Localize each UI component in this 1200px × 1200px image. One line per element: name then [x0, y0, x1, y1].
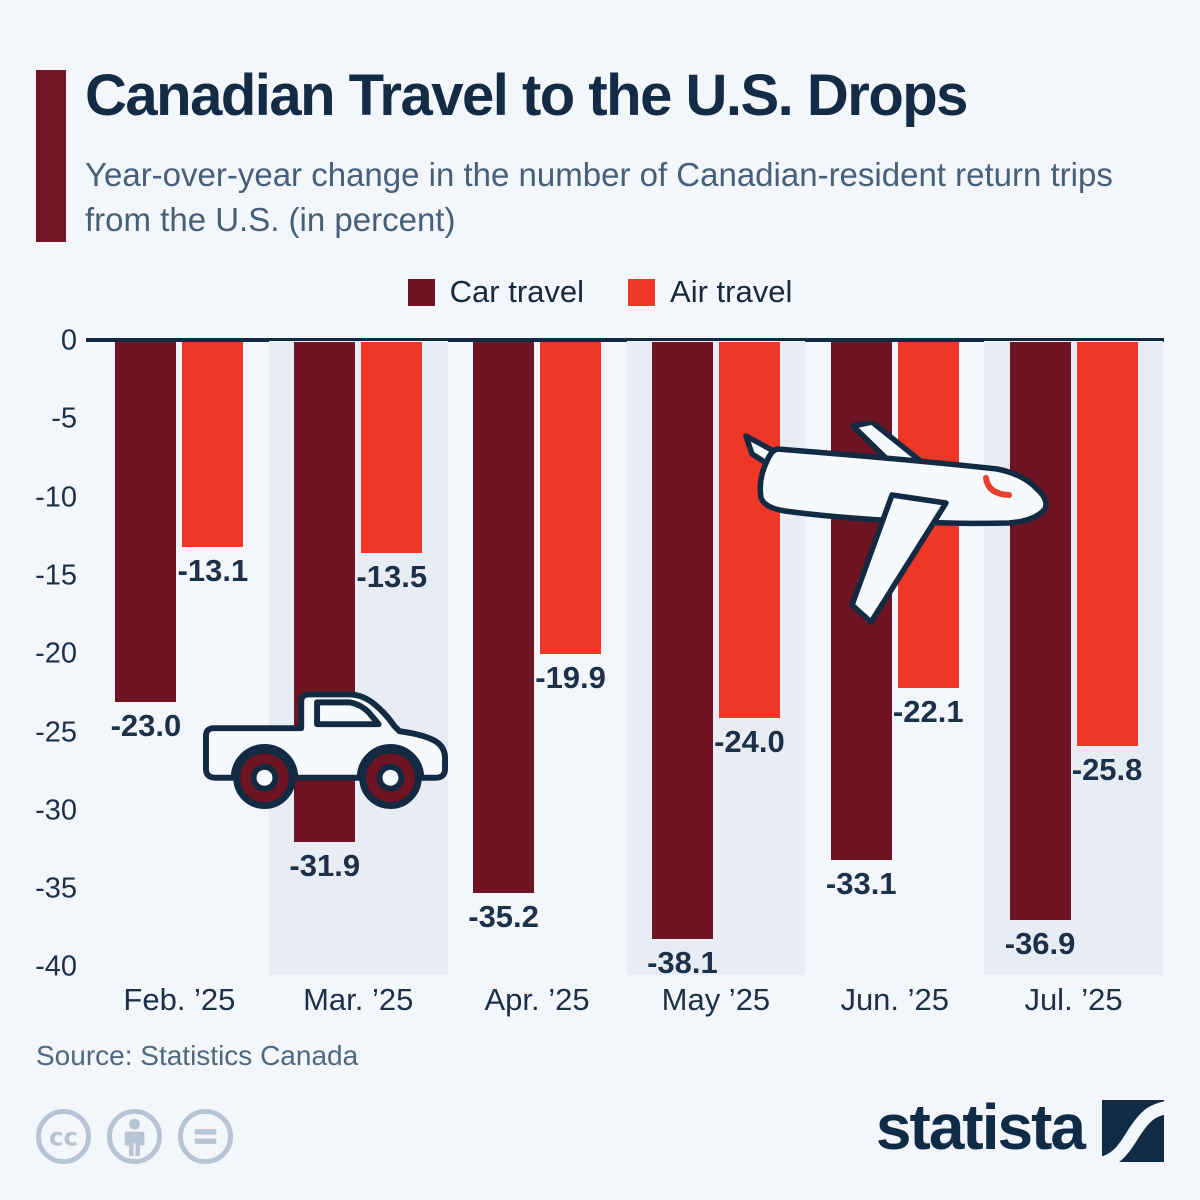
x-axis-label: Jun. ’25 [840, 982, 950, 1017]
x-axis-label: Apr. ’25 [484, 982, 590, 1017]
statista-logo-mark [1102, 1100, 1164, 1162]
air-travel-swatch [628, 278, 656, 306]
source-text: Source: Statistics Canada [36, 1040, 359, 1071]
cc-by-person-icon [106, 1108, 163, 1165]
value-label: -25.8 [1071, 752, 1143, 788]
statista-wordmark: statista [875, 1091, 1086, 1163]
legend: Car travel Air travel [0, 274, 1200, 310]
page-title: Canadian Travel to the U.S. Drops [85, 63, 968, 128]
legend-label-air: Air travel [670, 274, 793, 309]
zero-baseline [86, 338, 1164, 342]
value-label: -13.1 [177, 553, 249, 589]
car-icon [202, 688, 450, 810]
y-tick-label: -30 [35, 794, 77, 827]
x-axis-label: May ’25 [661, 982, 771, 1017]
cc-icon: cc [35, 1108, 92, 1165]
y-tick-label: -35 [35, 872, 77, 905]
value-label: -35.2 [468, 899, 539, 935]
value-label: -13.5 [356, 559, 428, 595]
legend-item-car: Car travel [407, 274, 585, 310]
air-travel-bar-Jul. ’25 [1076, 342, 1138, 747]
airplane-icon [743, 419, 1055, 629]
x-axis-label: Mar. ’25 [303, 982, 414, 1017]
y-tick-label: -20 [35, 637, 77, 670]
y-tick-label: -10 [35, 481, 77, 514]
value-label: -24.0 [714, 723, 785, 759]
value-label: -36.9 [1004, 925, 1076, 961]
title-accent-bar [36, 70, 66, 242]
y-tick-label: -15 [35, 559, 77, 592]
air-travel-bar-Mar. ’25 [361, 342, 423, 554]
y-axis: 0 -5 -10 -15 -20 -25 -30 -35 -40 [0, 325, 77, 983]
value-label: -38.1 [647, 944, 718, 980]
y-tick-label: -40 [35, 950, 77, 983]
air-travel-bar-May ’25 [718, 342, 780, 718]
value-label: -33.1 [825, 866, 897, 902]
air-travel-bar-Feb. ’25 [182, 342, 244, 548]
y-tick-label: -5 [51, 402, 77, 435]
page-subtitle: Year-over-year change in the number of C… [85, 156, 1113, 238]
value-label: -19.9 [535, 659, 606, 695]
svg-text:cc: cc [49, 1122, 78, 1151]
legend-label-car: Car travel [449, 274, 585, 309]
car-travel-bar-Feb. ’25 [115, 342, 177, 703]
x-axis-label: Jul. ’25 [1024, 982, 1123, 1017]
car-travel-bar-Jul. ’25 [1009, 342, 1071, 920]
statista-logo[interactable]: statista [875, 1091, 1164, 1163]
value-label: -22.1 [892, 694, 964, 730]
x-axis: Feb. ’25 Mar. ’25 Apr. ’25 May ’25 Jun. ’25 J… [90, 982, 1163, 1018]
y-tick-label: -25 [35, 716, 77, 748]
value-label: -31.9 [289, 847, 361, 883]
legend-item-air: Air travel [628, 274, 792, 310]
air-travel-bar-Apr. ’25 [540, 342, 602, 654]
cc-license-badges[interactable]: cc [35, 1108, 234, 1165]
cc-nd-equals-icon [177, 1108, 234, 1165]
x-axis-label: Feb. ’25 [123, 982, 236, 1017]
car-travel-swatch [407, 278, 435, 306]
value-label: -23.0 [110, 708, 182, 744]
car-travel-bar-Apr. ’25 [473, 342, 535, 894]
y-tick-label: 0 [60, 324, 77, 357]
car-travel-bar-May ’25 [651, 342, 713, 939]
